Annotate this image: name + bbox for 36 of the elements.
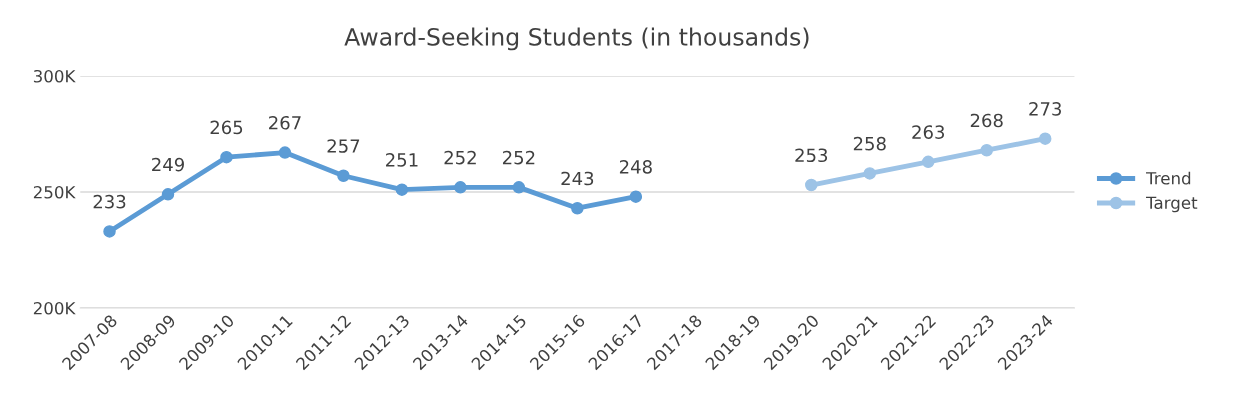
point xyxy=(863,167,877,180)
data-label: 252 xyxy=(444,150,476,165)
y-tick-label: 200K xyxy=(33,301,76,315)
data-label: 257 xyxy=(327,139,360,153)
point xyxy=(161,188,175,201)
data-label: 233 xyxy=(93,194,126,209)
data-label: 263 xyxy=(912,125,945,139)
point xyxy=(980,143,993,157)
data-label: 265 xyxy=(210,120,243,135)
point xyxy=(337,169,350,183)
data-label: 249 xyxy=(152,157,184,172)
data-label: 273 xyxy=(1029,102,1061,116)
data-label: 268 xyxy=(970,113,1003,128)
point xyxy=(220,150,233,164)
data-label: 258 xyxy=(853,136,886,151)
data-label: 267 xyxy=(269,115,301,130)
y-tick-label: 250K xyxy=(33,185,76,199)
data-label: 251 xyxy=(386,153,418,167)
point xyxy=(103,225,116,238)
data-label: 248 xyxy=(619,160,652,174)
data-label: 253 xyxy=(795,148,828,163)
point xyxy=(1038,132,1052,145)
point xyxy=(805,178,818,192)
legend-label: Trend xyxy=(1146,171,1191,185)
y-tick-label: 300K xyxy=(33,69,76,83)
point xyxy=(512,181,526,194)
point xyxy=(395,183,409,196)
chart-title: Award-Seeking Students (in thousands) xyxy=(344,27,809,51)
point xyxy=(278,146,292,159)
point xyxy=(921,155,935,169)
point xyxy=(571,201,584,215)
data-label: 252 xyxy=(502,150,535,165)
legend-label: Target xyxy=(1146,196,1198,213)
point xyxy=(629,190,643,203)
point xyxy=(454,181,467,194)
data-label: 243 xyxy=(561,171,594,186)
